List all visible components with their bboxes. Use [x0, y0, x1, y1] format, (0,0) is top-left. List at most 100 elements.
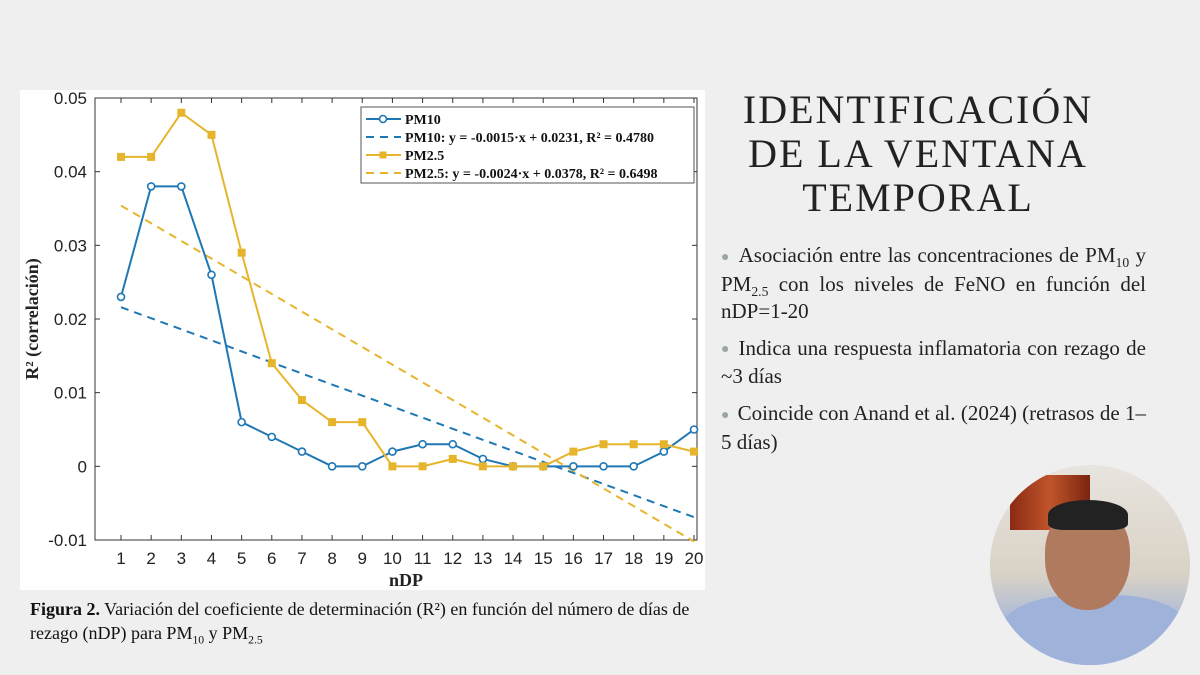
series-line-PM10	[120, 185, 695, 468]
y-tick-label: 0.01	[54, 384, 87, 403]
data-point-PM10	[448, 439, 458, 449]
subscript: 10	[1115, 255, 1130, 271]
data-point-PM2.5	[177, 108, 186, 117]
data-point-PM2.5	[237, 248, 246, 257]
title-line: IDENTIFICACIÓN	[742, 87, 1094, 132]
x-tick-label: 1	[116, 549, 125, 568]
data-point-PM10	[659, 447, 669, 456]
x-tick-label: 2	[146, 549, 155, 568]
x-tick-label: 8	[327, 549, 336, 568]
title-line: DE LA VENTANA	[748, 131, 1088, 176]
x-tick-label: 5	[237, 549, 246, 568]
x-tick-label: 17	[594, 549, 613, 568]
data-point-PM2.5	[448, 454, 457, 463]
x-tick-label: 20	[685, 549, 704, 568]
data-point-PM2.5	[388, 462, 397, 471]
data-point-PM2.5	[478, 462, 487, 471]
bullet-list: ● Asociación entre las concentraciones de…	[721, 242, 1146, 466]
data-point-PM10	[418, 439, 427, 449]
bullet-item: ● Coincide con Anand et al. (2024) (retra…	[721, 400, 1146, 456]
subscript: 2.5	[751, 283, 769, 299]
caption-label: Figura 2.	[30, 599, 100, 619]
x-tick-label: 6	[267, 549, 276, 568]
figure-chart: -0.01 0 0.01 0.02 0.03 0.04 0.05 1 2 3 4 5 6 7 8 9 10 11 1…	[20, 90, 705, 590]
x-tick-label: 18	[624, 549, 643, 568]
y-tick-label: 0.04	[54, 163, 87, 182]
data-point-PM2.5	[147, 152, 156, 161]
x-tick-label: 15	[534, 549, 553, 568]
series-line-PM2.5	[121, 111, 695, 468]
y-tick-label: 0.03	[54, 236, 87, 255]
data-point-PM10	[569, 462, 578, 471]
y-tick-label: 0.05	[54, 90, 87, 108]
slide-title: IDENTIFICACIÓN DE LA VENTANA TEMPORAL	[728, 88, 1108, 220]
data-point-PM10	[327, 462, 337, 471]
data-point-PM2.5	[297, 396, 306, 405]
data-point-PM2.5	[117, 152, 125, 161]
y-tick-label: -0.01	[48, 531, 87, 550]
x-tick-label: 4	[207, 549, 216, 568]
data-point-PM2.5	[207, 130, 216, 139]
data-point-PM10	[297, 447, 307, 456]
legend-box	[360, 106, 695, 184]
data-point-PM10	[267, 432, 277, 442]
presenter-hair	[1048, 500, 1128, 530]
x-tick-label: 7	[297, 549, 306, 568]
bullet-dot-icon: ●	[721, 408, 730, 424]
legend-label: PM2.5: y = -0.0024·x + 0.0378, R² = 0.64…	[405, 167, 658, 182]
data-point-PM2.5	[599, 440, 608, 449]
trendline-0	[120, 306, 695, 519]
caption-text-a: Variación del coeficiente de determinaci…	[30, 599, 690, 643]
legend-label: PM10: y = -0.0015·x + 0.0231, R² = 0.478…	[405, 131, 654, 146]
x-tick-label: 12	[443, 549, 462, 568]
x-tick-label: 3	[177, 549, 186, 568]
data-point-PM10	[599, 462, 608, 471]
caption-text-b: y PM	[204, 623, 249, 643]
y-axis-label: R² (correlación)	[22, 258, 43, 380]
data-point-PM2.5	[569, 447, 578, 456]
figure-caption: Figura 2. Variación del coeficiente de d…	[30, 597, 710, 647]
data-point-PM10	[146, 182, 156, 191]
legend-label: PM10	[405, 113, 441, 128]
y-tick-label: 0	[78, 457, 87, 476]
x-tick-label: 13	[473, 549, 492, 568]
legend-marker	[378, 114, 388, 124]
bullet-text: Asociación entre las concentraciones de …	[738, 243, 1116, 267]
data-point-PM10	[689, 425, 699, 434]
caption-sub1: 10	[192, 633, 205, 647]
data-point-PM10	[177, 182, 186, 191]
data-point-PM2.5	[328, 418, 337, 427]
data-point-PM10	[357, 462, 367, 471]
title-line: TEMPORAL	[802, 175, 1034, 220]
data-point-PM10	[237, 417, 246, 427]
presenter-video-icon	[990, 465, 1190, 665]
x-tick-label: 9	[358, 549, 367, 568]
data-point-PM2.5	[690, 447, 698, 456]
bullet-text: Indica una respuesta inflamatoria con re…	[721, 335, 1146, 389]
data-point-PM2.5	[509, 462, 518, 471]
bullet-text: y PM	[721, 243, 1147, 296]
data-point-PM2.5	[539, 462, 548, 471]
data-point-PM2.5	[418, 462, 427, 471]
bullet-item: ● Indica una respuesta inflamatoria con r…	[721, 335, 1146, 391]
x-tick-label: 10	[383, 549, 402, 568]
data-point-PM2.5	[358, 418, 367, 427]
legend-label: PM2.5	[405, 149, 444, 164]
data-point-PM10	[207, 270, 216, 280]
data-point-PM10	[629, 462, 638, 471]
data-point-PM2.5	[659, 440, 668, 449]
x-tick-label: 11	[414, 549, 432, 568]
x-axis-label: nDP	[389, 570, 423, 590]
bullet-dot-icon: ●	[721, 342, 731, 358]
legend-marker	[379, 151, 387, 159]
data-point-PM10	[388, 447, 397, 456]
bullet-dot-icon: ●	[721, 249, 731, 265]
data-point-PM2.5	[267, 359, 276, 368]
trendline-1	[120, 204, 695, 543]
data-point-PM2.5	[629, 440, 638, 449]
data-point-PM10	[478, 454, 488, 464]
caption-sub2: 2.5	[248, 633, 263, 647]
x-tick-label: 14	[504, 549, 523, 568]
bullet-item: ● Asociación entre las concentraciones de…	[721, 242, 1146, 325]
